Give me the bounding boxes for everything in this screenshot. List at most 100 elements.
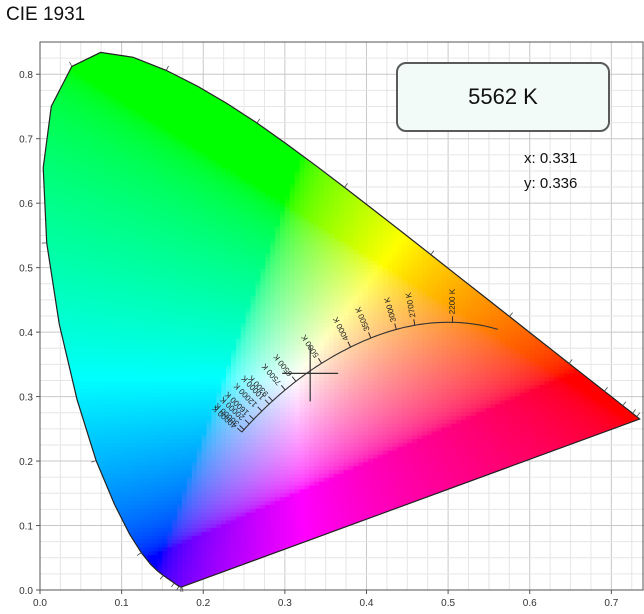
gamut-cell <box>206 330 212 335</box>
gamut-cell <box>108 481 115 486</box>
gamut-cell <box>123 44 129 49</box>
gamut-cell <box>123 430 129 436</box>
gamut-cell <box>59 314 66 320</box>
gamut-cell <box>142 74 149 80</box>
gamut-cell <box>177 531 183 536</box>
gamut-cell <box>43 450 46 455</box>
gamut-cell <box>128 488 134 494</box>
gamut-cell <box>54 109 61 115</box>
gamut-cell <box>89 187 95 192</box>
gamut-cell <box>172 264 178 269</box>
gamut-cell <box>98 249 105 254</box>
gamut-cell <box>152 129 159 134</box>
gamut-cell <box>162 187 168 192</box>
gamut-cell <box>152 90 159 95</box>
gamut-cell <box>152 268 159 273</box>
gamut-cell <box>89 399 95 405</box>
gamut-cell <box>118 492 124 498</box>
gamut-cell <box>79 399 85 405</box>
gamut-cell <box>93 156 100 161</box>
gamut-cell <box>133 349 139 354</box>
gamut-cell <box>186 535 193 540</box>
gamut-cell <box>123 376 129 382</box>
gamut-cell <box>108 136 115 142</box>
gamut-cell <box>201 113 208 119</box>
gamut-cell <box>89 581 95 587</box>
gamut-cell <box>133 121 139 126</box>
gamut-cell <box>186 249 193 254</box>
gamut-cell <box>93 71 100 76</box>
gamut-cell <box>177 98 183 103</box>
gamut-cell <box>69 102 75 107</box>
gamut-cell <box>84 48 90 53</box>
gamut-cell <box>74 508 80 513</box>
gamut-cell <box>59 163 66 169</box>
gamut-cell <box>128 531 134 536</box>
gamut-cell <box>167 136 173 142</box>
gamut-cell <box>167 48 173 53</box>
gamut-cell <box>84 245 90 250</box>
gamut-cell <box>50 44 56 49</box>
gamut-cell <box>113 82 119 88</box>
gamut-cell <box>108 260 115 266</box>
gamut-cell <box>201 63 208 68</box>
gamut-cell <box>69 349 75 354</box>
gamut-cell <box>89 395 95 401</box>
gamut-cell <box>49 156 56 161</box>
gamut-cell <box>69 129 75 134</box>
gamut-cell <box>206 450 212 455</box>
gamut-cell <box>44 488 51 494</box>
gamut-cell <box>201 245 208 250</box>
gamut-cell <box>93 249 100 254</box>
gamut-cell <box>64 384 70 389</box>
gamut-cell <box>157 206 163 211</box>
gamut-cell <box>201 562 208 567</box>
gamut-cell <box>147 148 154 153</box>
gamut-cell <box>59 229 66 235</box>
gamut-cell <box>93 357 100 362</box>
gamut-cell <box>108 322 115 327</box>
gamut-cell <box>93 303 100 308</box>
gamut-cell <box>137 140 144 146</box>
gamut-cell <box>157 214 163 219</box>
gamut-cell <box>162 102 168 107</box>
gamut-cell <box>123 241 129 246</box>
gamut-cell <box>157 229 163 235</box>
gamut-cell <box>147 229 154 235</box>
gamut-cell <box>157 372 163 378</box>
gamut-cell <box>182 345 188 351</box>
gamut-cell <box>142 581 149 587</box>
gamut-cell <box>147 496 154 501</box>
gamut-cell <box>128 295 134 300</box>
gamut-cell <box>84 113 90 119</box>
gamut-cell <box>123 221 129 227</box>
gamut-cell <box>152 535 159 540</box>
gamut-cell <box>191 573 198 579</box>
gamut-cell <box>152 167 159 173</box>
gamut-cell <box>196 179 203 184</box>
gamut-cell <box>74 102 80 107</box>
gamut-cell <box>118 105 124 111</box>
gamut-cell <box>79 241 85 246</box>
gamut-cell <box>133 125 139 130</box>
gamut-cell <box>206 388 212 393</box>
gamut-cell <box>49 349 56 354</box>
gamut-cell <box>182 477 188 482</box>
gamut-cell <box>64 194 70 200</box>
gamut-cell <box>44 326 51 331</box>
gamut-cell <box>44 465 51 471</box>
gamut-cell <box>54 160 61 165</box>
gamut-cell <box>177 152 183 157</box>
gamut-cell <box>172 334 178 339</box>
gamut-cell <box>167 395 173 401</box>
gamut-cell <box>64 268 70 273</box>
gamut-cell <box>74 67 80 72</box>
gamut-cell <box>84 450 90 455</box>
gamut-cell <box>142 303 149 308</box>
gamut-cell <box>64 82 70 88</box>
gamut-cell <box>157 74 163 80</box>
gamut-cell <box>137 241 144 246</box>
gamut-cell <box>133 326 139 331</box>
gamut-cell <box>191 295 198 300</box>
gamut-cell <box>177 384 183 389</box>
